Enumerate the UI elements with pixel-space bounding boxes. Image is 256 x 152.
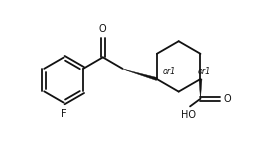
Polygon shape	[199, 79, 202, 99]
Text: O: O	[99, 24, 106, 34]
Text: HO: HO	[181, 110, 196, 120]
Text: or1: or1	[198, 67, 211, 76]
Polygon shape	[123, 69, 157, 80]
Text: O: O	[223, 94, 231, 104]
Text: F: F	[61, 109, 67, 119]
Text: or1: or1	[162, 67, 176, 76]
